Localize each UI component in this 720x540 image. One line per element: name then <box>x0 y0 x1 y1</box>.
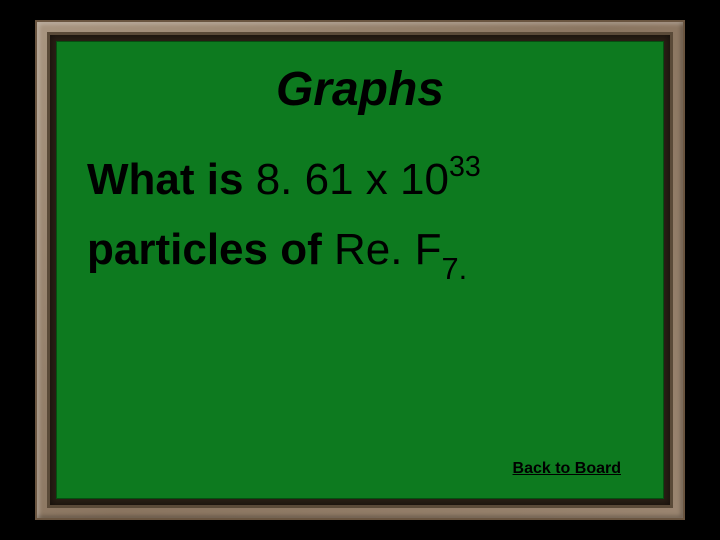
slide-title: Graphs <box>87 62 633 117</box>
answer-prefix-2: particles of <box>87 225 334 274</box>
answer-value-1: 8. 61 x 10 <box>256 155 449 204</box>
answer-exponent: 33 <box>449 151 481 183</box>
chem-formula-base: Re. F <box>334 225 442 274</box>
inner-border: Graphs What is 8. 61 x 1033 particles of… <box>47 32 673 508</box>
answer-prefix-1: What is <box>87 155 256 204</box>
answer-container: What is 8. 61 x 1033 particles of Re. F7… <box>87 145 633 288</box>
wood-frame: Graphs What is 8. 61 x 1033 particles of… <box>35 20 685 520</box>
slide-outer-frame: Graphs What is 8. 61 x 1033 particles of… <box>0 0 720 540</box>
chem-formula-sub: 7. <box>442 251 468 286</box>
back-to-board-link[interactable]: Back to Board <box>513 460 621 478</box>
answer-line-1: What is 8. 61 x 1033 <box>87 145 633 215</box>
chalkboard: Graphs What is 8. 61 x 1033 particles of… <box>56 41 664 499</box>
answer-line-2: particles of Re. F7. <box>87 215 633 288</box>
